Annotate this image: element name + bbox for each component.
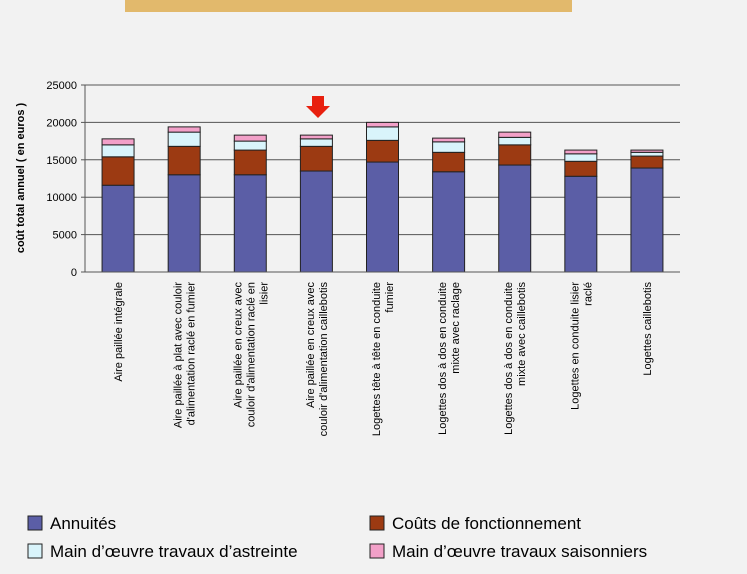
bar-segment (299, 138, 333, 147)
y-tick-label: 25000 (46, 80, 77, 92)
bar-segment (101, 156, 135, 186)
legend-swatch (369, 515, 385, 531)
bar-segment (630, 151, 664, 157)
y-axis-title: coût total annuel ( en euros ) (15, 102, 27, 253)
legend-swatch (27, 515, 43, 531)
bar-segment (233, 149, 267, 176)
legend-swatch (369, 543, 385, 559)
x-tick-label: Aire paillée en creux aveccouloir d'alim… (232, 282, 270, 428)
bar-segment (564, 153, 598, 162)
bar-segment (299, 170, 333, 273)
bar-segment (432, 171, 466, 273)
bar-segment (498, 136, 532, 146)
arrow (306, 96, 330, 118)
bar-segment (498, 131, 532, 138)
x-tick-label: Aire paillée en creux aveccouloir d'alim… (305, 282, 330, 437)
y-tick-label: 0 (71, 267, 77, 279)
y-tick-label: 10000 (46, 192, 77, 204)
bar-segment (630, 155, 664, 169)
banner (125, 0, 572, 12)
bar-segment (432, 137, 466, 143)
bar-segment (366, 126, 399, 141)
x-tick-label: Aire paillée à plat avec couloird'alimen… (173, 282, 198, 428)
bar-segment (101, 144, 135, 158)
bar-segment (498, 144, 532, 166)
bar-segment (366, 161, 399, 273)
x-tick-label: Aire paillée intégrale (113, 282, 125, 382)
bar-segment (167, 131, 201, 147)
x-tick-label: Logettes tête à tête en conduitefumier (371, 282, 396, 436)
bar-segment (564, 160, 598, 177)
legend-label: Annuités (50, 514, 116, 533)
bar-segment (630, 149, 664, 153)
bar-segment (432, 151, 466, 173)
bar-segment (630, 167, 664, 273)
bar-segment (564, 149, 598, 155)
legend-label: Main d’œuvre travaux d’astreinte (50, 542, 298, 561)
bar-segment (233, 140, 267, 151)
bar-segment (299, 145, 333, 172)
bar-segment (366, 139, 399, 163)
bar-segment (299, 134, 333, 140)
legend-swatch (27, 543, 43, 559)
bar-segment (101, 138, 135, 146)
legend-label: Main d’œuvre travaux saisonniers (392, 542, 647, 561)
bar-segment (233, 174, 267, 273)
y-tick-label: 20000 (46, 117, 77, 129)
y-tick-label: 5000 (53, 230, 77, 242)
legend-label: Coûts de fonctionnement (392, 514, 581, 533)
bar-segment (564, 175, 598, 273)
bar-segment (167, 145, 201, 176)
bar-segment (432, 141, 466, 153)
bar-segment (101, 184, 135, 273)
bar-segment (233, 134, 267, 142)
x-tick-label: Logettes en conduite lisierraclé (569, 282, 594, 410)
bar-segment (498, 164, 532, 273)
bar-segment (167, 126, 201, 133)
x-tick-label: Logettes dos à dos en conduitemixte avec… (437, 282, 462, 435)
x-tick-label: Logettes dos à dos en conduitemixte avec… (503, 282, 528, 435)
y-tick-label: 15000 (46, 155, 77, 167)
bar-segment (366, 121, 399, 128)
x-tick-label: Logettes caillebotis (642, 282, 654, 376)
bar-segment (167, 174, 201, 273)
